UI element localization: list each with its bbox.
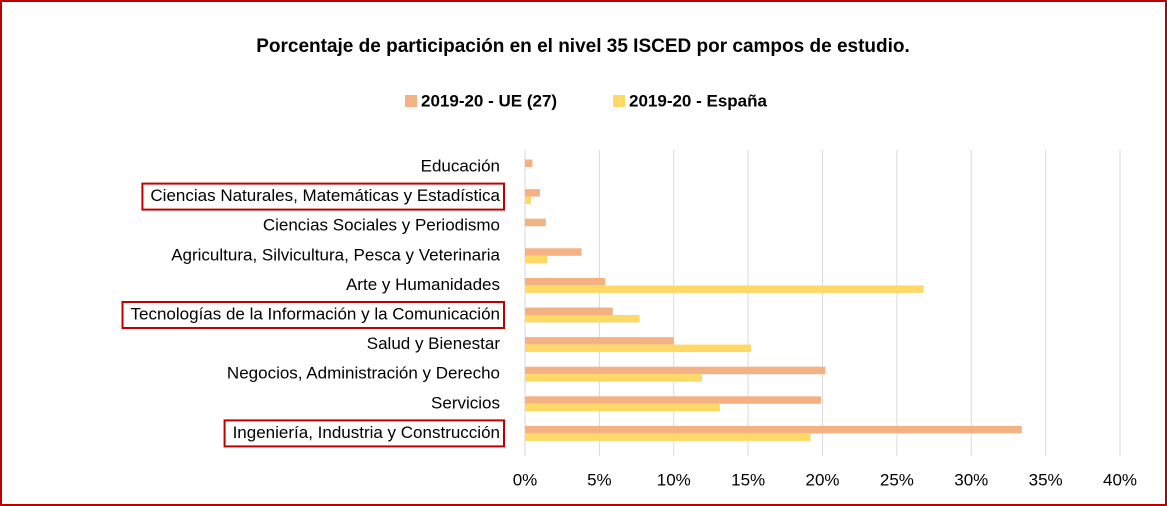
bar: [525, 285, 924, 293]
highlight-box: [141, 182, 505, 211]
bar: [525, 344, 752, 353]
x-tick-label: 20%: [805, 470, 839, 489]
category-label: Servicios: [431, 393, 500, 412]
category-label: Salud y Bienestar: [367, 334, 501, 353]
bar: [525, 248, 582, 256]
x-tick-label: 25%: [880, 470, 914, 489]
bar: [525, 366, 826, 375]
legend-label: 2019-20 - UE (27): [421, 91, 557, 110]
category-label: Negocios, Administración y Derecho: [227, 364, 500, 383]
x-tick-label: 0%: [513, 470, 538, 489]
category-label: Arte y Humanidades: [346, 275, 500, 294]
bar: [525, 218, 546, 227]
bar: [525, 425, 1022, 434]
legend-swatch: [405, 95, 417, 107]
bar: [525, 307, 613, 315]
category-label: Ingeniería, Industria y Construcción: [233, 423, 500, 442]
bar: [525, 337, 674, 345]
x-tick-label: 35%: [1029, 470, 1063, 489]
category-label: Ciencias Sociales y Periodismo: [263, 216, 500, 235]
x-tick-label: 40%: [1103, 470, 1137, 489]
highlight-box: [121, 301, 505, 329]
legend-label: 2019-20 - España: [629, 91, 768, 110]
category-label: Agricultura, Silvicultura, Pesca y Veter…: [171, 245, 500, 264]
category-label: Educación: [421, 156, 500, 175]
category-label: Tecnologías de la Información y la Comun…: [131, 304, 500, 323]
bar: [525, 315, 640, 323]
category-label: Ciencias Naturales, Matemáticas y Estadí…: [150, 186, 500, 205]
bar: [525, 403, 720, 412]
x-tick-label: 10%: [657, 470, 691, 489]
bar: [525, 255, 548, 264]
bar: [525, 433, 811, 441]
bar: [525, 396, 822, 404]
bar: [525, 159, 533, 167]
bar: [525, 374, 703, 382]
chart-title: Porcentaje de participación en el nivel …: [256, 36, 910, 57]
bar: [525, 196, 531, 205]
bar: [525, 189, 540, 197]
x-tick-label: 30%: [954, 470, 988, 489]
bar: [525, 277, 606, 286]
highlight-box: [223, 419, 505, 448]
x-tick-label: 5%: [587, 470, 612, 489]
x-tick-label: 15%: [731, 470, 765, 489]
legend-swatch: [613, 95, 625, 107]
